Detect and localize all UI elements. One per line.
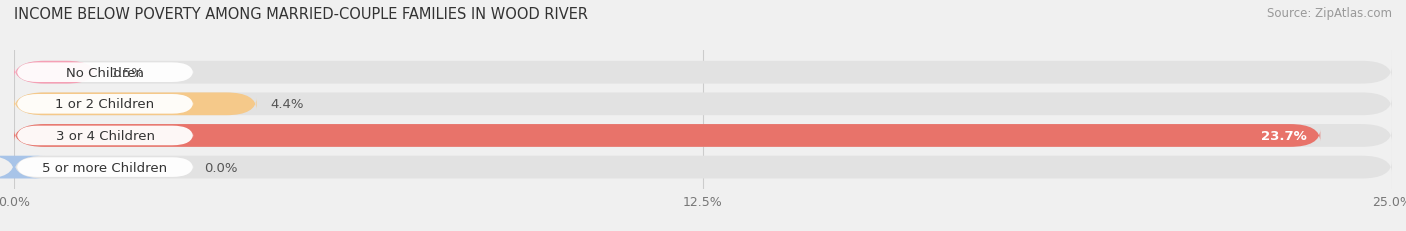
FancyBboxPatch shape [17, 95, 193, 114]
Text: No Children: No Children [66, 66, 143, 79]
FancyBboxPatch shape [14, 93, 256, 116]
Text: INCOME BELOW POVERTY AMONG MARRIED-COUPLE FAMILIES IN WOOD RIVER: INCOME BELOW POVERTY AMONG MARRIED-COUPL… [14, 7, 588, 22]
FancyBboxPatch shape [14, 156, 1392, 179]
FancyBboxPatch shape [14, 125, 1320, 147]
Text: 3 or 4 Children: 3 or 4 Children [55, 129, 155, 142]
FancyBboxPatch shape [0, 156, 45, 179]
Text: 23.7%: 23.7% [1261, 129, 1306, 142]
Text: 1 or 2 Children: 1 or 2 Children [55, 98, 155, 111]
FancyBboxPatch shape [17, 126, 193, 146]
Text: 1.5%: 1.5% [111, 66, 145, 79]
FancyBboxPatch shape [14, 93, 1392, 116]
FancyBboxPatch shape [14, 61, 1392, 84]
FancyBboxPatch shape [14, 125, 1392, 147]
FancyBboxPatch shape [17, 63, 193, 83]
Text: 0.0%: 0.0% [204, 161, 238, 174]
Text: 4.4%: 4.4% [270, 98, 304, 111]
Text: 5 or more Children: 5 or more Children [42, 161, 167, 174]
FancyBboxPatch shape [14, 61, 97, 84]
Text: Source: ZipAtlas.com: Source: ZipAtlas.com [1267, 7, 1392, 20]
FancyBboxPatch shape [17, 158, 193, 177]
